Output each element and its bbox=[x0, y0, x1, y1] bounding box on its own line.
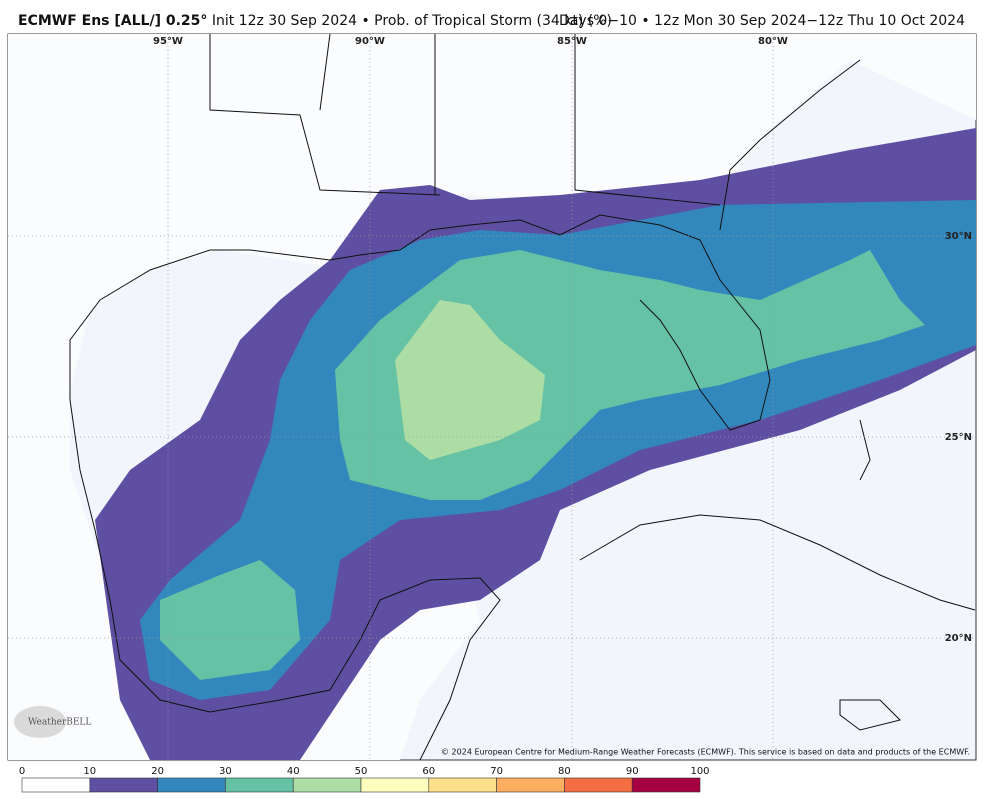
logo-mark bbox=[14, 706, 66, 738]
islands bbox=[579, 419, 976, 731]
colorbar-bin bbox=[631, 777, 701, 793]
lon-label: 90°W bbox=[355, 36, 385, 47]
colorbar-tick-label: 20 bbox=[151, 766, 164, 777]
graticule bbox=[8, 34, 976, 760]
lon-label: 80°W bbox=[758, 36, 788, 47]
lon-label: 85°W bbox=[557, 36, 587, 47]
colorbar-tick-label: 10 bbox=[83, 766, 96, 777]
state-borders bbox=[209, 33, 721, 206]
prob-40-50 bbox=[395, 300, 545, 460]
colorbar-tick-label: 80 bbox=[558, 766, 571, 777]
colorbar-tick-label: 70 bbox=[490, 766, 503, 777]
lon-label: 95°W bbox=[153, 36, 183, 47]
colorbar-bin bbox=[360, 777, 430, 793]
colorbar-bin bbox=[21, 777, 91, 793]
colorbar-bin bbox=[157, 777, 226, 793]
title-model: ECMWF Ens [ALL/] 0.25° bbox=[18, 13, 207, 29]
colorbar-tick-label: 90 bbox=[626, 766, 639, 777]
title-period: Days 0−10 • 12z Mon 30 Sep 2024−12z Thu … bbox=[559, 13, 965, 29]
colorbar-tick-label: 50 bbox=[355, 766, 368, 777]
lat-labels: 30°N 25°N 20°N bbox=[945, 231, 972, 644]
colorbar-bin bbox=[89, 777, 158, 793]
colorbar-tick-label: 60 bbox=[422, 766, 435, 777]
lat-label: 25°N bbox=[945, 432, 972, 443]
title: ECMWF Ens [ALL/] 0.25° Init 12z 30 Sep 2… bbox=[18, 13, 612, 29]
colorbar-bin bbox=[428, 777, 497, 793]
prob-30-40-south bbox=[160, 560, 300, 680]
lat-label: 30°N bbox=[945, 231, 972, 242]
map: 95°W 90°W 85°W 80°W 30°N 25°N 20°N © 2024 Eur… bbox=[7, 33, 977, 761]
colorbar-tick-label: 100 bbox=[690, 766, 709, 777]
colorbar-bin bbox=[496, 777, 565, 793]
colorbar-tick-label: 30 bbox=[219, 766, 232, 777]
lat-label: 20°N bbox=[945, 633, 972, 644]
copyright: © 2024 European Centre for Medium-Range … bbox=[441, 748, 970, 757]
colorbar-bin bbox=[564, 777, 633, 793]
colorbar-bin bbox=[225, 777, 294, 793]
land bbox=[8, 34, 976, 760]
colorbar-tick-label: 0 bbox=[19, 766, 25, 777]
coastline bbox=[69, 59, 861, 761]
colorbar: 0 10 20 30 40 50 60 70 80 90 100 bbox=[19, 766, 710, 793]
logo: WeatherBELL bbox=[28, 718, 91, 728]
colorbar-bin bbox=[292, 777, 362, 793]
lon-labels: 95°W 90°W 85°W 80°W bbox=[153, 36, 788, 47]
title-desc: Init 12z 30 Sep 2024 • Prob. of Tropical… bbox=[212, 13, 612, 29]
colorbar-tick-label: 40 bbox=[287, 766, 300, 777]
